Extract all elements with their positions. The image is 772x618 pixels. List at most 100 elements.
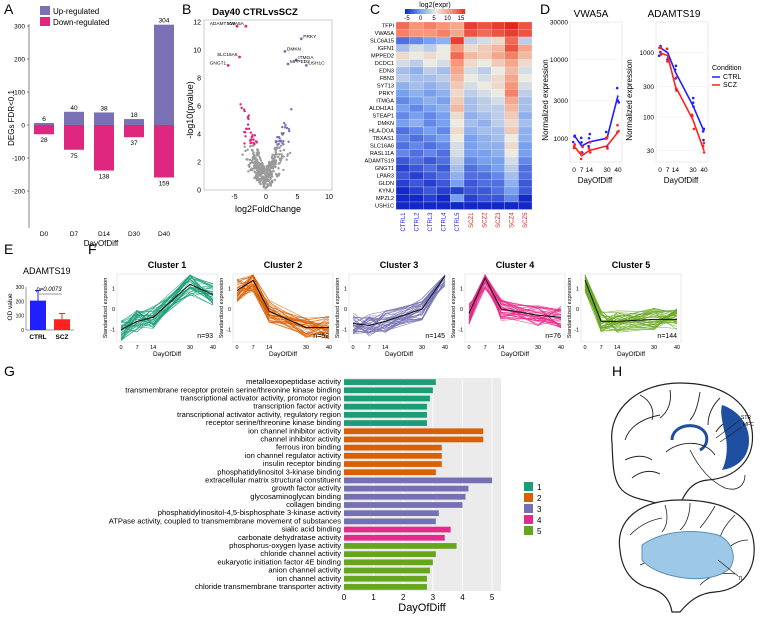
f-gene-line	[468, 287, 562, 322]
f-y-tick-label: 1	[576, 286, 579, 292]
f-y-axis-title: Standardized expression	[567, 278, 573, 339]
c-scale-step	[460, 9, 463, 14]
c-scale-step	[462, 9, 464, 14]
d1-y-axis-title: Normalized expression	[541, 59, 550, 140]
b-point	[274, 159, 278, 162]
c-cell	[504, 59, 519, 68]
c-scale-step	[423, 9, 425, 14]
c-scale-step	[430, 9, 433, 14]
c-cell	[518, 149, 533, 158]
c-cell	[436, 201, 451, 210]
c-cell	[450, 81, 465, 90]
c-cell	[463, 111, 478, 120]
c-scale-step	[418, 9, 421, 14]
b-point	[286, 154, 289, 157]
b-point	[265, 178, 268, 181]
b-point	[244, 135, 247, 138]
c-scale-step	[427, 9, 430, 14]
a-y-tick-label: 200	[14, 57, 25, 64]
c-cell	[518, 44, 533, 53]
g-bar	[344, 567, 430, 574]
c-column-label: SCZ1	[469, 212, 475, 228]
f-x-axis-title: DayOfDiff	[385, 351, 413, 358]
g-legend-label: 4	[537, 516, 542, 525]
g-legend-swatch	[524, 515, 533, 524]
c-cell	[395, 134, 410, 143]
g-term-label: extracellular matrix structural constitu…	[205, 475, 342, 484]
b-point	[247, 170, 250, 173]
c-cell	[436, 36, 451, 45]
a-bar-down	[124, 125, 144, 138]
panel-label-a: A	[4, 1, 14, 17]
c-cell	[504, 96, 519, 105]
b-labeled-point	[226, 64, 230, 67]
c-scale-step	[420, 9, 422, 14]
b-gene-label: DMKN	[287, 46, 302, 52]
c-row-label: RASL11A	[370, 151, 394, 157]
c-cell	[409, 179, 424, 188]
d-point	[691, 96, 695, 100]
b-y-tick-label: 10	[193, 48, 201, 55]
g-term-label: sialic acid binding	[281, 525, 341, 534]
c-cell	[477, 21, 492, 30]
c-cell	[504, 126, 519, 135]
b-point	[253, 165, 256, 168]
c-cell	[450, 194, 465, 203]
c-cell	[395, 156, 410, 165]
b-point	[259, 178, 263, 181]
d-point	[588, 132, 592, 136]
c-scale-step	[441, 9, 443, 14]
d-y-tick-label: 1000	[640, 50, 655, 57]
f-gene-line	[584, 274, 678, 326]
g-term-label: ion channel regulator activity	[245, 451, 341, 460]
d-point	[616, 123, 619, 127]
c-cell	[518, 51, 533, 60]
c-cell	[423, 134, 437, 143]
c-cell	[518, 156, 533, 165]
c-cell	[463, 21, 478, 30]
b-point	[276, 155, 280, 159]
c-cell	[436, 141, 451, 150]
b-point	[244, 127, 248, 130]
c-cell	[477, 119, 492, 128]
g-bar	[344, 584, 427, 590]
c-cell	[491, 96, 505, 105]
c-cell	[395, 111, 410, 120]
c-row-label: KYNU	[378, 189, 394, 195]
d-point	[604, 130, 608, 134]
c-cell	[491, 111, 505, 120]
d-x-tick-label: 40	[700, 167, 708, 174]
f-mean-line	[120, 283, 214, 331]
c-cell	[436, 66, 451, 75]
b-point	[248, 165, 251, 169]
f-gene-line	[236, 274, 330, 331]
c-scale-tick: 0	[419, 16, 423, 22]
b-point	[277, 167, 280, 170]
b-point	[265, 170, 268, 174]
b-point	[261, 175, 265, 178]
c-scale-step	[457, 9, 460, 14]
c-cell	[518, 179, 533, 188]
c-cell	[436, 164, 451, 173]
c-cell	[491, 201, 505, 210]
c-cell	[463, 179, 478, 188]
b-point	[272, 166, 275, 169]
d-x-tick-label: 30	[689, 167, 697, 174]
c-cell	[409, 111, 424, 120]
c-cell	[491, 119, 505, 128]
brain-corpus-callosum	[665, 442, 716, 456]
c-cell	[463, 201, 478, 210]
f-x-tick-label: 40	[674, 345, 680, 351]
f-gene-line	[584, 287, 678, 329]
panel-g-go-bar-chart: DayOfDiff 0 1 2 3 4 5 metalloexopeptidase acti…	[109, 377, 542, 614]
b-point	[271, 153, 274, 156]
b-point	[256, 149, 260, 152]
c-cell	[491, 21, 505, 30]
b-point	[269, 182, 272, 186]
c-cell	[518, 104, 533, 113]
g-bar	[344, 461, 442, 467]
b-point	[266, 183, 270, 186]
g-legend-label: 5	[537, 527, 542, 536]
b-point	[282, 168, 285, 172]
